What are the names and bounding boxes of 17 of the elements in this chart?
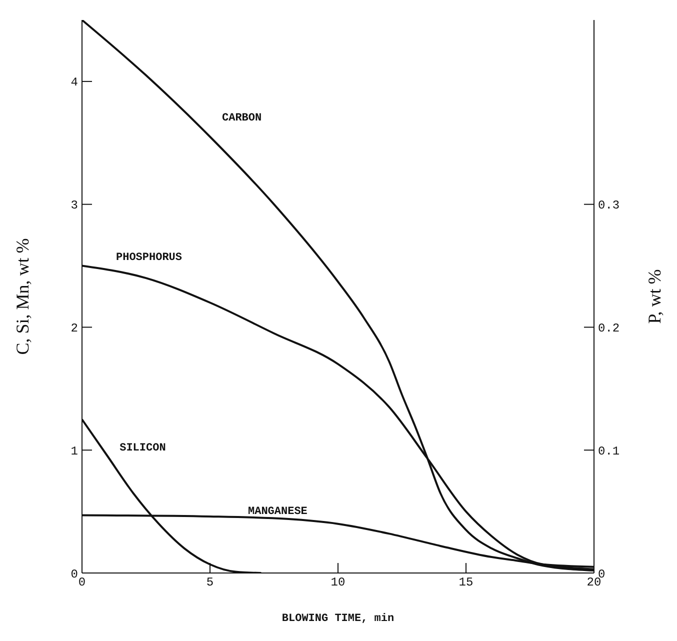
y2-tick-label: 0.2 — [598, 321, 620, 336]
y-tick-label: 3 — [70, 198, 78, 213]
y-tick-label: 1 — [70, 444, 78, 458]
y2-tick-label: 0.1 — [598, 444, 620, 458]
x-tick-label: 10 — [330, 576, 346, 590]
x-axis-title: BLOWING TIME, min — [282, 613, 394, 625]
x-tick-label: 5 — [206, 576, 214, 590]
series-label: MANGANESE — [248, 506, 308, 518]
y-axis-title: C, Si, Mn, wt % — [12, 238, 32, 355]
y2-tick-label: 0.3 — [598, 198, 620, 213]
series-label: PHOSPHORUS — [116, 252, 182, 264]
y-tick-label: 2 — [70, 321, 78, 336]
series-label: SILICON — [120, 442, 166, 454]
y-tick-label: 4 — [70, 76, 78, 90]
series-label: CARBON — [222, 112, 262, 125]
x-tick-label: 15 — [458, 576, 474, 590]
y2-axis-title: P, wt % — [644, 269, 664, 324]
